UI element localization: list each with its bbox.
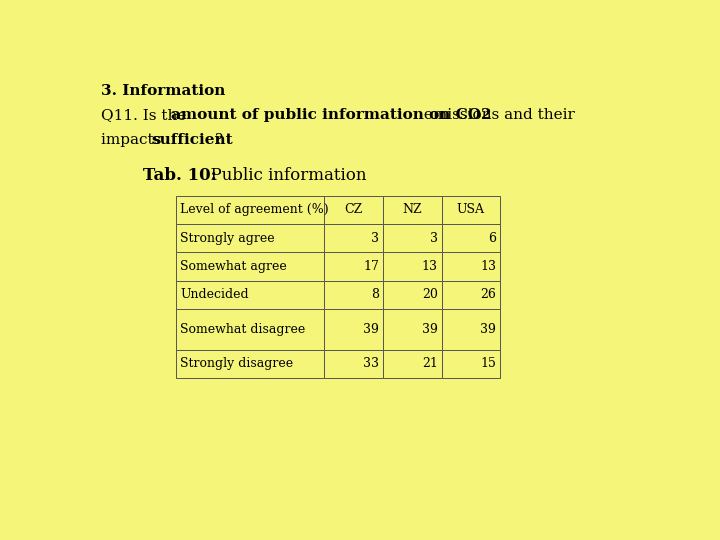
Bar bbox=[441, 196, 500, 224]
Text: USA: USA bbox=[456, 204, 485, 217]
Bar bbox=[324, 224, 383, 252]
Text: 17: 17 bbox=[363, 260, 379, 273]
Bar bbox=[324, 252, 383, 281]
Bar bbox=[441, 281, 500, 309]
Text: 6: 6 bbox=[488, 232, 496, 245]
Text: Somewhat agree: Somewhat agree bbox=[181, 260, 287, 273]
Bar bbox=[383, 252, 441, 281]
Bar bbox=[176, 196, 324, 224]
Text: amount of public information on CO2: amount of public information on CO2 bbox=[171, 109, 492, 123]
Bar bbox=[383, 349, 441, 378]
Text: 13: 13 bbox=[422, 260, 438, 273]
Bar bbox=[324, 196, 383, 224]
Text: 8: 8 bbox=[371, 288, 379, 301]
Text: 39: 39 bbox=[422, 323, 438, 336]
Text: Tab. 10:: Tab. 10: bbox=[143, 167, 217, 184]
Bar bbox=[176, 281, 324, 309]
Text: 26: 26 bbox=[480, 288, 496, 301]
Bar bbox=[176, 252, 324, 281]
Text: 15: 15 bbox=[480, 357, 496, 370]
Bar bbox=[176, 349, 324, 378]
Text: 20: 20 bbox=[422, 288, 438, 301]
Text: CZ: CZ bbox=[345, 204, 363, 217]
Text: Undecided: Undecided bbox=[181, 288, 249, 301]
Text: ?: ? bbox=[215, 133, 223, 147]
Text: emissions and their: emissions and their bbox=[420, 109, 575, 123]
Bar bbox=[324, 349, 383, 378]
Bar bbox=[383, 309, 441, 349]
Bar bbox=[441, 252, 500, 281]
Bar bbox=[176, 224, 324, 252]
Text: 3: 3 bbox=[371, 232, 379, 245]
Text: Strongly disagree: Strongly disagree bbox=[181, 357, 294, 370]
Text: 39: 39 bbox=[480, 323, 496, 336]
Text: 3: 3 bbox=[430, 232, 438, 245]
Bar bbox=[383, 224, 441, 252]
Bar bbox=[383, 281, 441, 309]
Text: impacts: impacts bbox=[101, 133, 166, 147]
Bar bbox=[441, 349, 500, 378]
Text: Level of agreement (%): Level of agreement (%) bbox=[181, 204, 329, 217]
Text: 21: 21 bbox=[422, 357, 438, 370]
Text: Strongly agree: Strongly agree bbox=[181, 232, 275, 245]
Bar bbox=[441, 224, 500, 252]
Bar bbox=[441, 309, 500, 349]
Bar bbox=[324, 309, 383, 349]
Text: 13: 13 bbox=[480, 260, 496, 273]
Text: NZ: NZ bbox=[402, 204, 422, 217]
Text: 3. Information: 3. Information bbox=[101, 84, 225, 98]
Text: sufficient: sufficient bbox=[152, 133, 233, 147]
Bar bbox=[176, 309, 324, 349]
Bar bbox=[324, 281, 383, 309]
Text: 33: 33 bbox=[363, 357, 379, 370]
Text: Q11. Is the: Q11. Is the bbox=[101, 109, 192, 123]
Text: 39: 39 bbox=[363, 323, 379, 336]
Text: Somewhat disagree: Somewhat disagree bbox=[181, 323, 306, 336]
Bar bbox=[383, 196, 441, 224]
Text: Public information: Public information bbox=[200, 167, 366, 184]
